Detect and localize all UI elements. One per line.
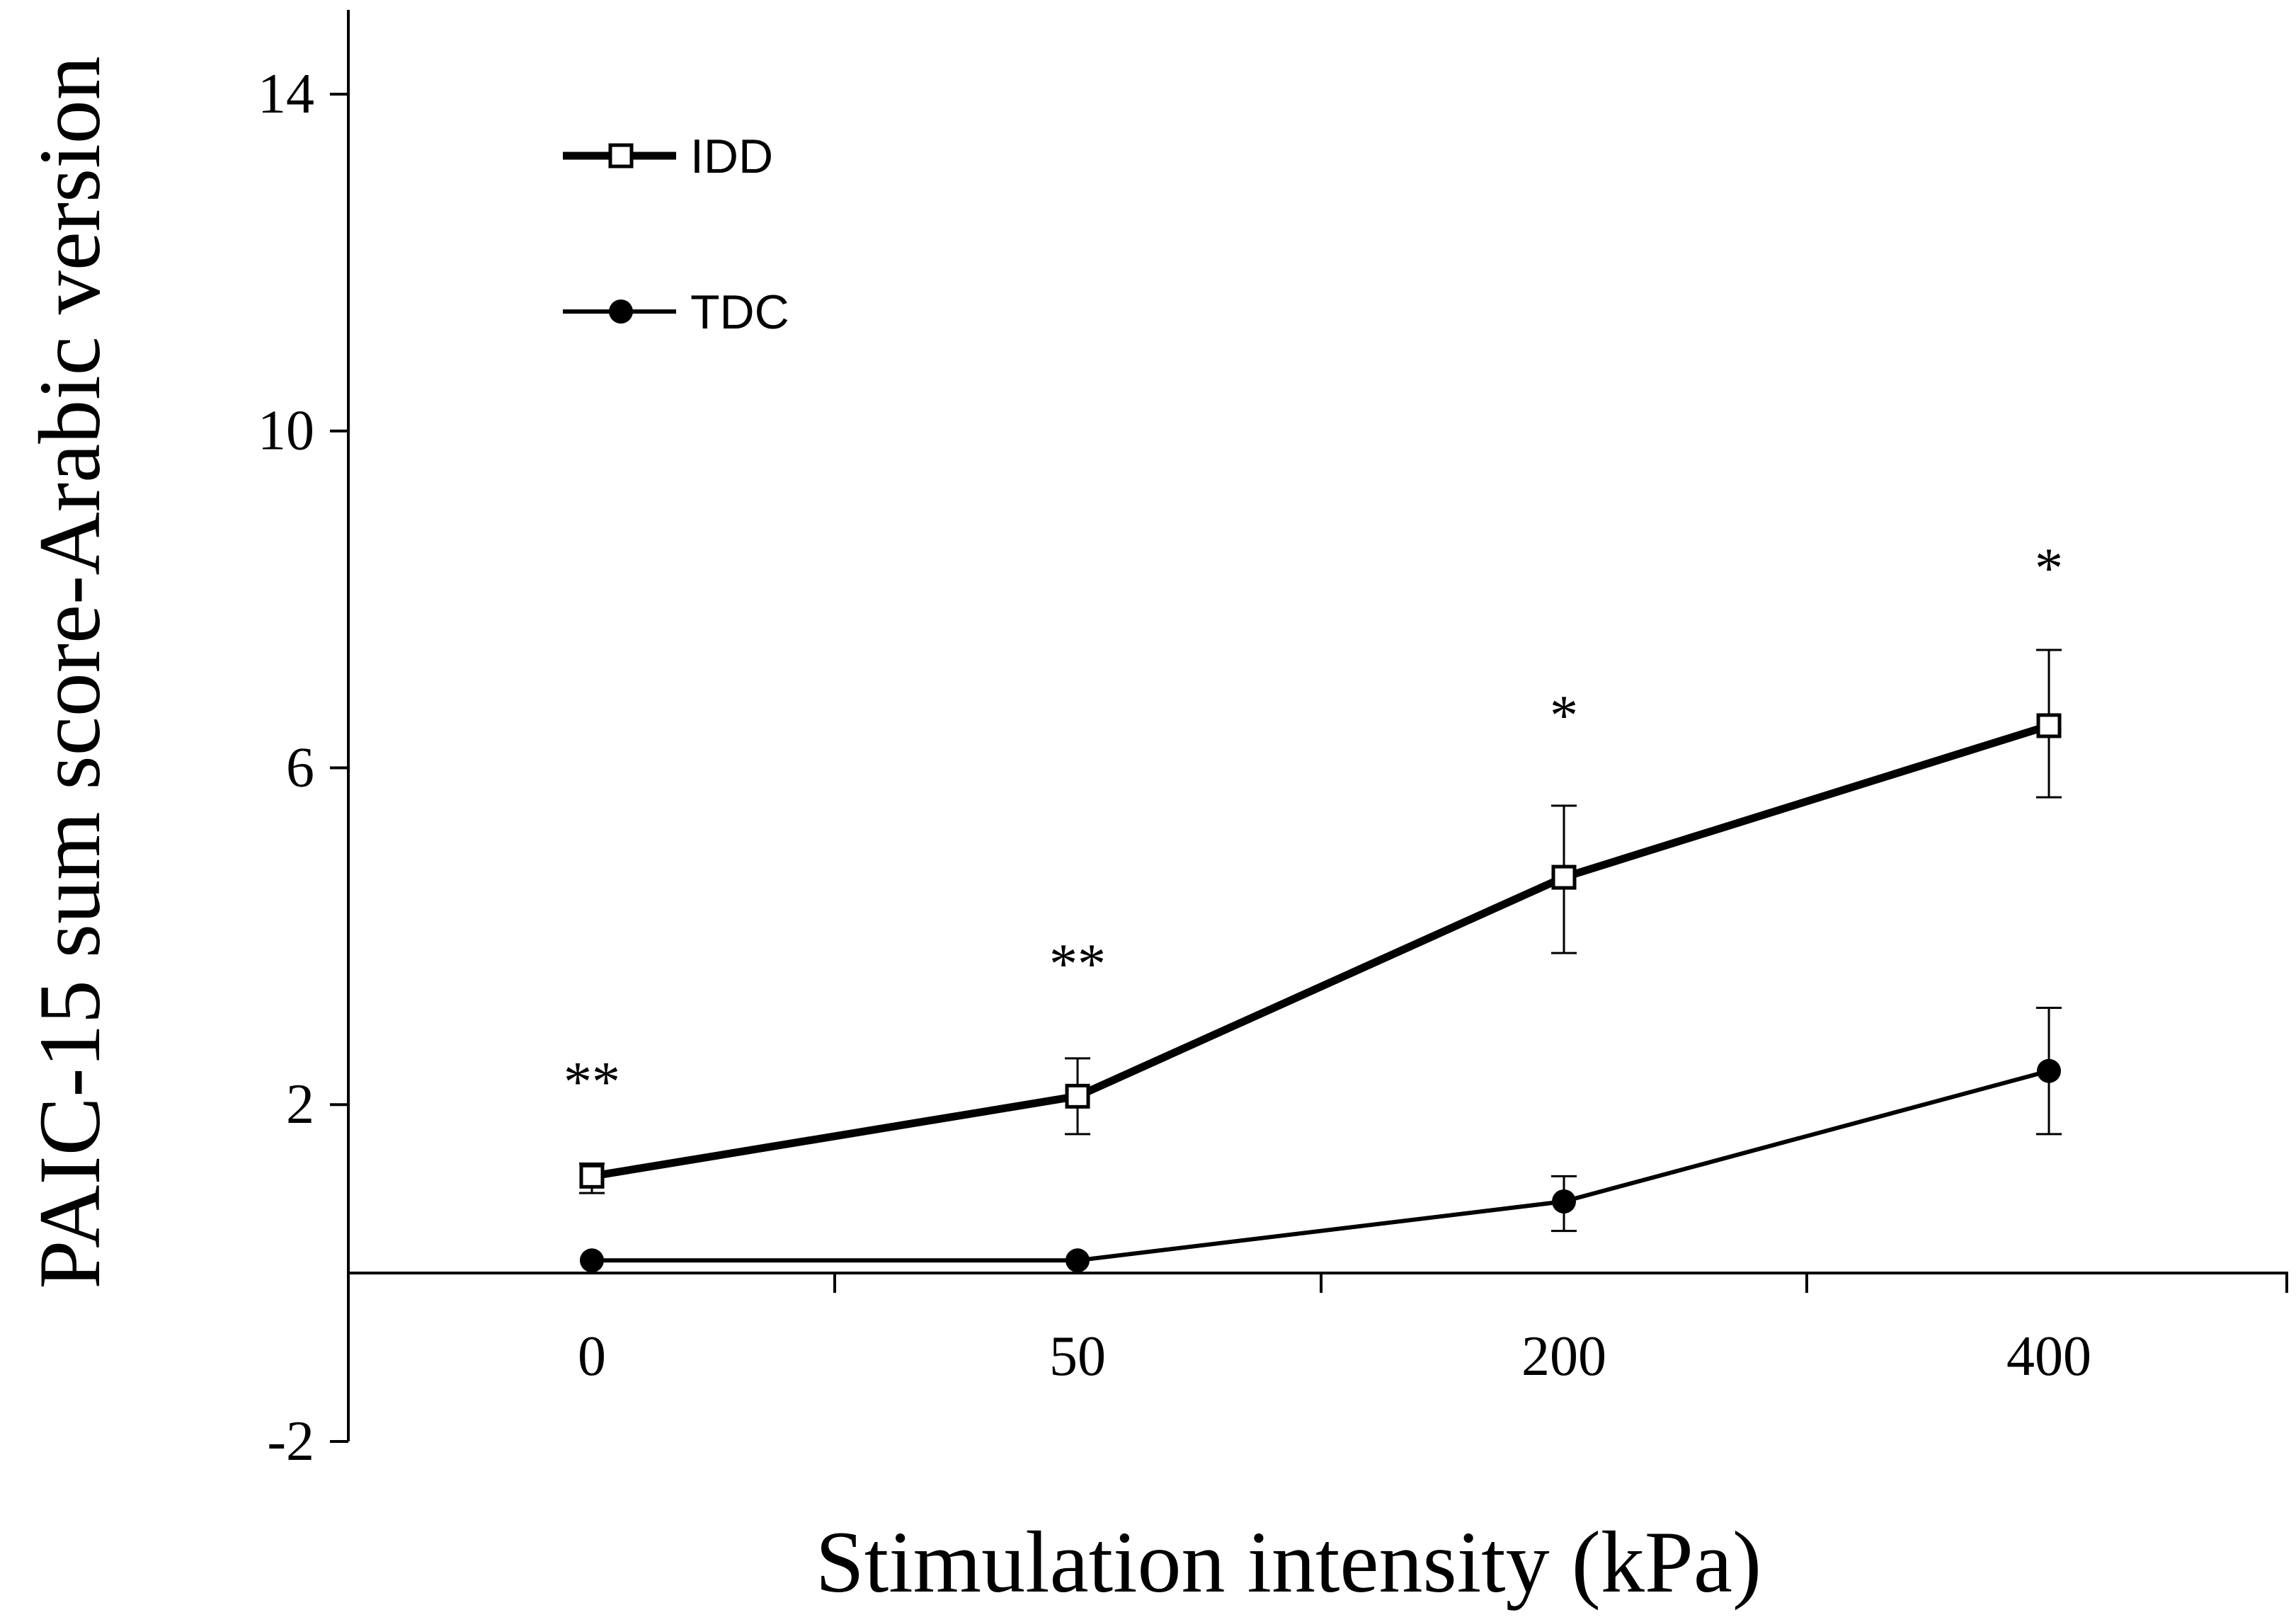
- data-point-tdc: [1552, 1189, 1576, 1214]
- y-axis-title: PAIC-15 sum score-Arabic version: [21, 56, 118, 1289]
- y-tick-label: 10: [258, 400, 314, 462]
- y-tick-label: 14: [258, 63, 314, 125]
- data-point-tdc: [580, 1248, 604, 1273]
- legend-label-idd: IDD: [690, 130, 773, 183]
- significance-annotation: **: [564, 1051, 620, 1114]
- significance-annotation: *: [1550, 685, 1578, 747]
- y-tick-label: -2: [267, 1410, 314, 1473]
- data-point-idd: [1551, 864, 1577, 890]
- data-point-tdc: [1066, 1248, 1090, 1273]
- legend: IDD TDC: [563, 130, 789, 339]
- x-tick-label: 200: [1521, 1325, 1606, 1388]
- significance-annotation: **: [1049, 933, 1106, 995]
- data-point-tdc: [2037, 1058, 2061, 1083]
- legend-marker-tdc: [609, 299, 633, 324]
- legend-label-tdc: TDC: [690, 285, 789, 339]
- series-layer: ******: [564, 537, 2063, 1273]
- x-axis-title: Stimulation intensity (kPa): [816, 1514, 1761, 1611]
- data-point-idd: [579, 1163, 605, 1189]
- data-point-idd: [1065, 1083, 1090, 1109]
- y-tick-label: 6: [286, 736, 314, 799]
- data-point-idd: [2036, 713, 2062, 738]
- axes: -2 2 6 10 14 0 50 200 400: [258, 10, 2288, 1473]
- series-line-tdc: [592, 1068, 2050, 1263]
- x-tick-label: 400: [2006, 1325, 2091, 1388]
- significance-annotation: *: [2035, 537, 2063, 600]
- x-tick-label: 50: [1049, 1325, 1106, 1388]
- y-tick-label: 2: [286, 1073, 314, 1136]
- x-tick-label: 0: [578, 1325, 606, 1388]
- series-line-idd: [591, 721, 2050, 1180]
- legend-marker-idd: [608, 143, 634, 169]
